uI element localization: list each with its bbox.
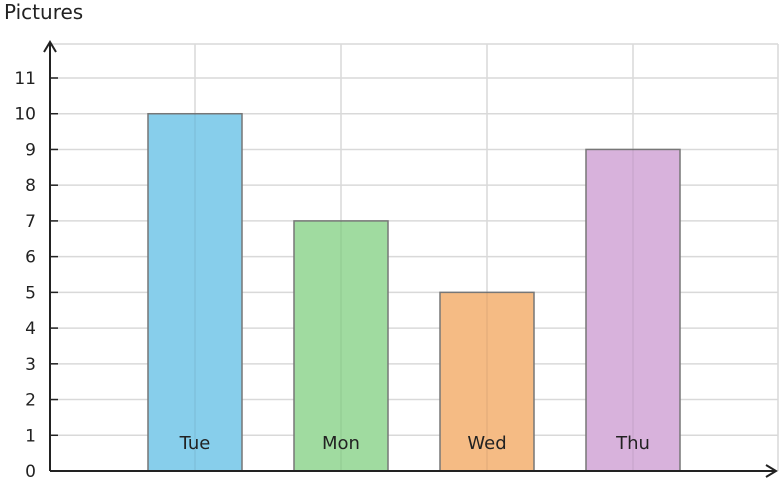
x-axis-arrow	[765, 464, 778, 478]
bar-mon	[293, 220, 389, 472]
bar-wed	[439, 291, 535, 472]
y-tick-label: 11	[14, 69, 36, 89]
y-tick-label: 2	[25, 391, 36, 411]
y-tick-label: 0	[25, 462, 36, 482]
y-tick-label: 1	[25, 426, 36, 446]
y-axis-arrow	[43, 40, 57, 53]
y-tick-label: 5	[25, 283, 36, 303]
bar-tue	[147, 112, 243, 472]
y-tick-label: 8	[25, 176, 36, 196]
category-label: Tue	[179, 433, 211, 454]
category-label: Wed	[467, 433, 506, 454]
y-tick-label: 3	[25, 355, 36, 375]
y-ticks: 0 1 2 3 4 5 6 7 8 9 10 11	[14, 69, 58, 482]
category-label: Mon	[322, 433, 360, 454]
y-tick-label: 9	[25, 140, 36, 160]
category-label: Thu	[615, 433, 650, 454]
bars: Tue Mon Wed Thu	[147, 112, 681, 472]
y-axis-label: Pictures	[4, 0, 84, 24]
bar-thu	[585, 148, 681, 472]
y-tick-label: 7	[25, 212, 36, 232]
y-tick-label: 10	[14, 105, 36, 125]
y-tick-label: 4	[25, 319, 36, 339]
y-tick-label: 6	[25, 248, 36, 268]
